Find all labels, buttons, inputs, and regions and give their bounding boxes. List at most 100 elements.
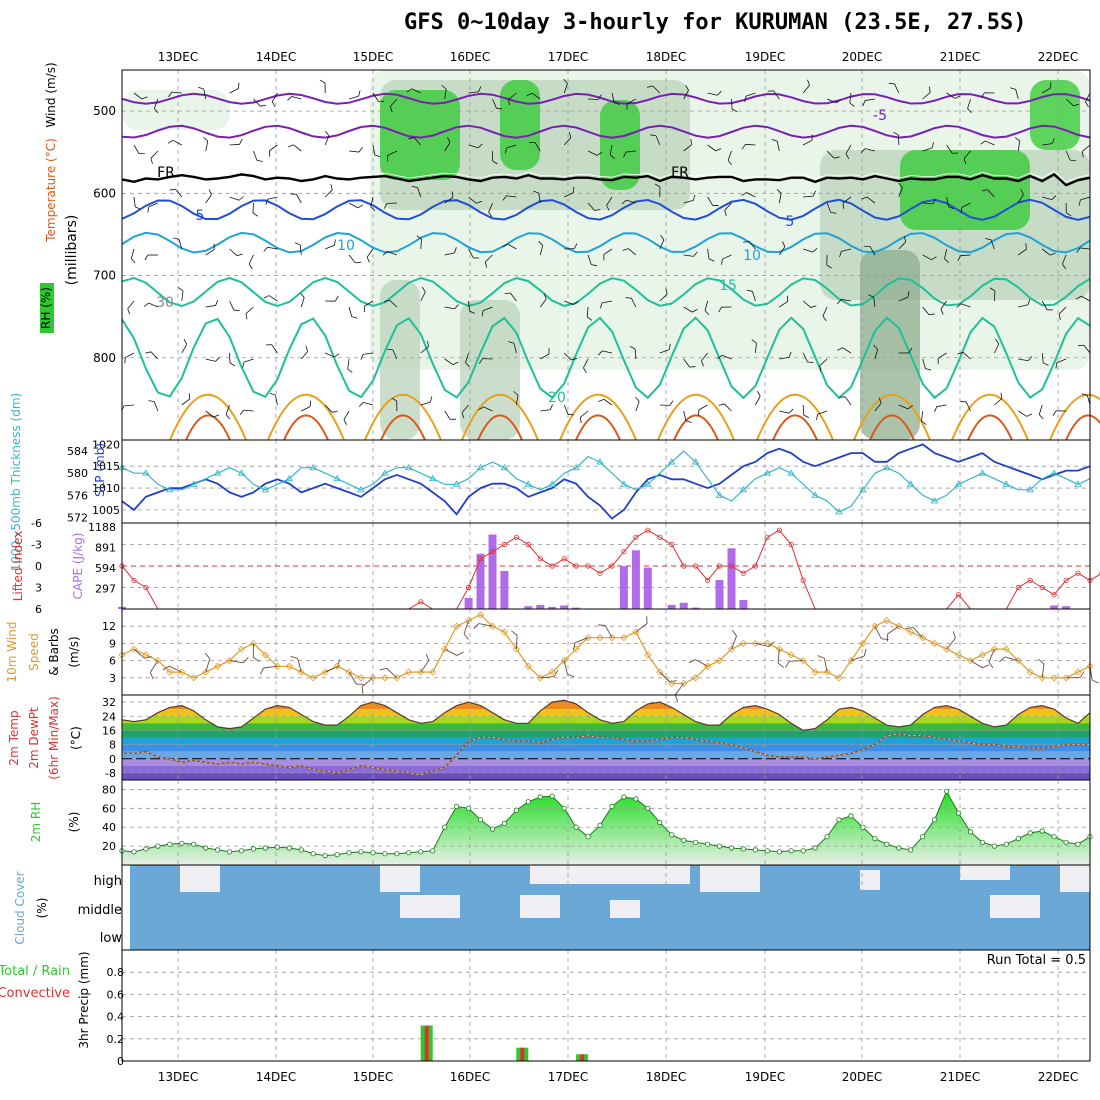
wind-barb-staff bbox=[171, 91, 182, 94]
surface-barb-staff bbox=[695, 659, 708, 667]
wind-barb bbox=[1078, 344, 1091, 354]
wind-barb-flag bbox=[837, 299, 842, 305]
lifted-index-tick: 3 bbox=[35, 582, 42, 595]
wind-barb-flag bbox=[571, 358, 578, 361]
cape-bar bbox=[536, 604, 545, 609]
wind-barb bbox=[1065, 202, 1072, 217]
rh-point bbox=[955, 810, 962, 816]
wind-barb bbox=[803, 247, 818, 253]
wind-barb-staff bbox=[874, 349, 879, 360]
temp-tick: 0 bbox=[109, 753, 116, 766]
thickness-point bbox=[787, 469, 795, 476]
wind-barb bbox=[583, 358, 589, 374]
surface-wind-barb bbox=[659, 671, 677, 683]
contour-label: 10 bbox=[743, 248, 761, 264]
wind-barb-staff bbox=[133, 144, 140, 154]
x-tick-label-bottom: 19DEC bbox=[745, 1070, 785, 1084]
wind-barb-staff bbox=[683, 90, 689, 100]
wind-barb-flag bbox=[290, 193, 297, 195]
wind-barb-flag bbox=[208, 189, 212, 195]
wind-barb-staff bbox=[707, 196, 714, 206]
surface-barb-flag bbox=[425, 653, 430, 661]
wind-barb bbox=[898, 236, 907, 250]
wind-barb-flag bbox=[931, 142, 934, 148]
wind-barb-flag bbox=[1081, 151, 1084, 158]
cloud-gap bbox=[520, 895, 560, 918]
wind-barb-flag bbox=[287, 96, 292, 101]
wind-barb bbox=[492, 151, 498, 165]
wind-barb bbox=[358, 402, 374, 407]
wind-barb-staff bbox=[602, 350, 613, 354]
wind-barb-flag bbox=[603, 254, 605, 261]
wind-barb-staff bbox=[506, 195, 517, 198]
wind-barb-staff bbox=[946, 196, 949, 207]
wind-barb bbox=[411, 185, 422, 198]
surface-wind-barb bbox=[259, 665, 278, 675]
wind-barb-flag bbox=[355, 261, 362, 264]
lifted-index-point bbox=[477, 556, 484, 562]
wind-barb bbox=[229, 82, 240, 94]
wind-barb-flag bbox=[985, 238, 992, 240]
wind-barb-flag bbox=[721, 259, 723, 265]
wind-barb-flag bbox=[454, 304, 459, 310]
wind-barb-flag bbox=[1026, 413, 1033, 417]
surface-wind-barb bbox=[886, 625, 900, 642]
wind-barb-flag bbox=[907, 291, 910, 298]
rh-point bbox=[155, 843, 161, 849]
wind-barb bbox=[478, 406, 493, 412]
wind-barb bbox=[484, 254, 493, 268]
surface-barb-flag bbox=[379, 667, 387, 671]
wind-barb-staff bbox=[659, 293, 668, 302]
wind-barb-flag bbox=[928, 86, 931, 93]
wind-barb-flag bbox=[476, 200, 482, 204]
surface-barb-flag bbox=[886, 634, 888, 642]
wind-barb-staff bbox=[513, 343, 517, 354]
lifted-index-point bbox=[716, 563, 723, 569]
surface-barb-flag bbox=[259, 667, 264, 675]
wind-barb-flag bbox=[543, 293, 547, 300]
rh-point bbox=[465, 805, 472, 811]
slp-tick: 1005 bbox=[92, 504, 120, 517]
wind-barb-flag bbox=[504, 292, 511, 295]
wind-barb-flag bbox=[508, 341, 515, 344]
wind-barb bbox=[683, 194, 696, 204]
wind-speed-point bbox=[524, 662, 532, 670]
thickness-point bbox=[261, 485, 270, 493]
wind-barb-staff bbox=[588, 98, 599, 100]
rh-point bbox=[967, 829, 974, 835]
lifted-index-point bbox=[537, 556, 543, 562]
wind-barb bbox=[1038, 404, 1044, 420]
isotherm-30 bbox=[869, 414, 915, 441]
wind-barb-staff bbox=[245, 306, 254, 314]
rh-point bbox=[418, 849, 424, 855]
lifted-index-point bbox=[681, 563, 687, 569]
wind-barb-flag bbox=[441, 85, 447, 90]
surface-barb-staff bbox=[659, 671, 671, 683]
wind-speed-point bbox=[1050, 674, 1058, 682]
precip-tick: 0.4 bbox=[107, 1011, 125, 1024]
wind-barb-flag bbox=[481, 310, 484, 317]
wind-barb-flag bbox=[124, 357, 126, 364]
wind-barb-staff bbox=[937, 352, 947, 359]
cape-bar bbox=[1050, 605, 1059, 609]
cloud-gap bbox=[380, 865, 420, 892]
cape-bar bbox=[488, 534, 497, 609]
wind-barb-staff bbox=[776, 141, 780, 152]
rh-point bbox=[908, 847, 914, 853]
wind-barb-staff bbox=[205, 194, 212, 204]
wind-barb-flag bbox=[692, 194, 696, 201]
wind-barb bbox=[985, 238, 995, 250]
wind-panel-frame bbox=[121, 608, 1091, 696]
cape-tick: 594 bbox=[95, 562, 116, 575]
wind-barb bbox=[383, 202, 397, 209]
wind-barb bbox=[802, 404, 810, 419]
wind-barb-staff bbox=[564, 300, 574, 305]
wind-barb-staff bbox=[826, 150, 835, 159]
wind-speed-point bbox=[309, 674, 317, 682]
wind-barb bbox=[1018, 410, 1033, 417]
rh-point bbox=[286, 845, 292, 851]
wind-barb-staff bbox=[683, 254, 694, 257]
wind-barb bbox=[205, 299, 219, 308]
wind-barb bbox=[133, 144, 145, 155]
wind-speed-point bbox=[763, 639, 771, 647]
